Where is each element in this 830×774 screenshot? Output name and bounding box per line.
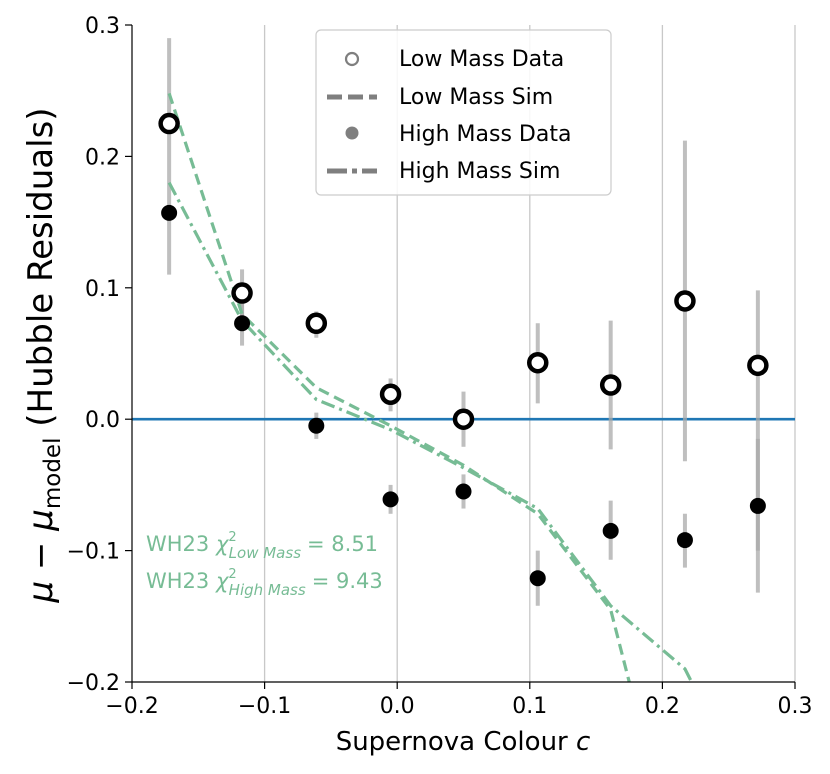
- chi2-annotation-low: WH23 χ2 Low Mass = 8.51: [146, 530, 378, 562]
- axes: −0.2 −0.1 0.0 0.1 0.2 0.3 −0.2 −0.1 0.0 0.1 0.2 0.3: [67, 14, 813, 719]
- point-high-mass-data-6: [602, 522, 619, 539]
- point-high-mass-data-0: [161, 204, 178, 221]
- point-low-mass-data-3: [379, 383, 402, 405]
- y-tick-label-4: 0.2: [85, 145, 120, 170]
- y-label-rest: (Hubble Residuals): [21, 107, 61, 437]
- point-low-mass-data-5: [527, 351, 549, 374]
- point-low-mass-data-0: [158, 112, 180, 135]
- y-tick-label-2: 0.0: [85, 408, 120, 433]
- point-high-mass-data-2: [308, 417, 325, 434]
- x-axis-label-text: Supernova Colour: [336, 727, 568, 757]
- y-tick-label-3: 0.1: [85, 277, 120, 302]
- data-points: [158, 112, 769, 587]
- chi2-annotation-high: WH23 χ2 High Mass = 9.43: [146, 567, 383, 599]
- point-high-mass-data-4: [455, 483, 472, 500]
- chi2-low-sub: Low Mass: [229, 544, 302, 562]
- point-high-mass-data-7: [676, 532, 693, 549]
- legend-label-high-data: High Mass Data: [399, 122, 571, 147]
- legend: Low Mass Data Low Mass Sim High Mass Dat…: [315, 29, 612, 196]
- legend-label-low-sim: Low Mass Sim: [399, 85, 553, 110]
- point-low-mass-data-4: [452, 408, 475, 430]
- y-tick-label-5: 0.3: [85, 14, 120, 39]
- legend-label-high-sim: High Mass Sim: [399, 159, 560, 184]
- x-tick-label-3: 0.1: [512, 694, 547, 719]
- legend-marker-low-data: [344, 51, 360, 67]
- y-label-mu2: μ: [21, 509, 61, 532]
- legend-box: [315, 29, 612, 196]
- point-high-mass-data-8: [749, 497, 766, 514]
- point-high-mass-data-3: [382, 491, 399, 508]
- legend-marker-high-data: [345, 126, 359, 140]
- y-label-sub: model: [40, 438, 66, 510]
- chi2-high-sup: 2: [228, 567, 236, 582]
- x-axis-label-var: c: [576, 727, 590, 757]
- y-label-minus: −: [21, 531, 61, 581]
- x-tick-label-0: −0.2: [105, 694, 158, 719]
- chi2-high-chi: χ: [215, 569, 230, 593]
- sim-line-low-mass-sim: [167, 92, 631, 682]
- point-high-mass-data-5: [529, 570, 546, 587]
- y-tick-label-1: −0.1: [67, 540, 120, 565]
- chi2-high-prefix: WH23: [146, 569, 216, 593]
- x-tick-label-2: 0.0: [380, 694, 415, 719]
- point-high-mass-data-1: [234, 315, 251, 332]
- point-low-mass-data-2: [305, 312, 328, 335]
- point-low-mass-data-7: [674, 290, 696, 312]
- y-axis-label: μ − μmodel (Hubble Residuals): [21, 107, 66, 603]
- x-tick-label-5: 0.3: [778, 694, 813, 719]
- legend-label-low-data: Low Mass Data: [399, 47, 564, 72]
- chi2-low-prefix: WH23: [146, 532, 216, 556]
- chi2-high-value: = 9.43: [312, 569, 383, 593]
- point-low-mass-data-6: [599, 374, 622, 396]
- point-low-mass-data-8: [747, 354, 769, 377]
- y-label-mu: μ: [21, 581, 61, 604]
- chi2-low-sup: 2: [228, 530, 236, 545]
- y-tick-label-0: −0.2: [67, 671, 120, 696]
- chi2-low-value: = 8.51: [307, 532, 378, 556]
- chi2-high-sub: High Mass: [229, 581, 306, 599]
- point-low-mass-data-1: [231, 282, 253, 304]
- x-axis-label: Supernova Colour c: [336, 727, 591, 757]
- x-tick-label-4: 0.2: [645, 694, 680, 719]
- x-tick-label-1: −0.1: [238, 694, 291, 719]
- chi2-low-chi: χ: [215, 532, 230, 556]
- simulation-lines: [167, 92, 694, 682]
- sim-line-high-mass-sim: [167, 181, 694, 682]
